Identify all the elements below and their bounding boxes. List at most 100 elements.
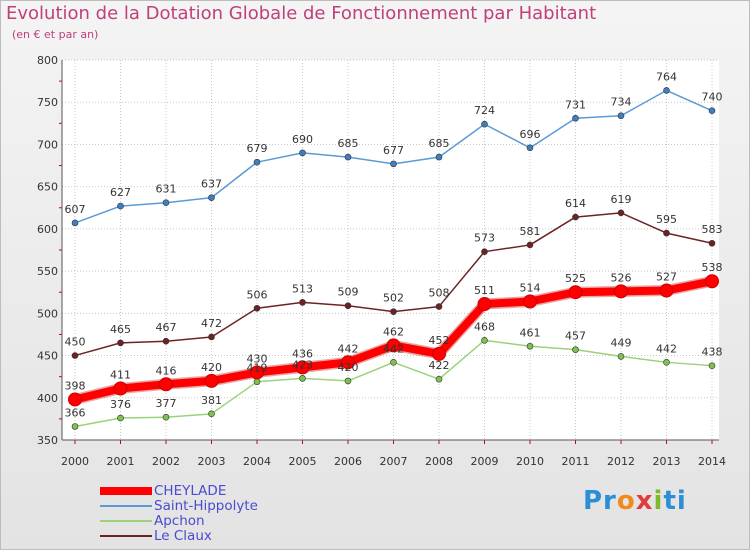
x-tick-label: 2014 (698, 455, 726, 468)
data-point-apchon (253, 378, 261, 386)
data-label-saint-hippolyte: 627 (110, 186, 131, 199)
data-point-le-claux (526, 241, 534, 249)
data-label-apchon: 366 (65, 406, 86, 419)
data-point-apchon (208, 410, 215, 418)
data-point-le-claux (435, 303, 443, 310)
x-tick-label: 2005 (289, 455, 317, 468)
data-label-cheylade: 527 (656, 271, 677, 284)
data-label-cheylade: 511 (474, 284, 495, 297)
data-point-cheylade (705, 274, 719, 289)
x-tick-label: 2010 (516, 455, 544, 468)
legend-swatch-cheylade (100, 487, 152, 495)
data-point-apchon (117, 414, 124, 422)
x-tick-label: 2001 (107, 455, 135, 468)
x-tick-label: 2004 (243, 455, 271, 468)
data-label-le-claux: 619 (611, 193, 632, 206)
data-label-le-claux: 595 (656, 213, 677, 226)
data-label-saint-hippolyte: 631 (156, 183, 177, 196)
data-label-cheylade: 430 (247, 352, 268, 365)
data-label-le-claux: 472 (201, 317, 222, 330)
y-tick-label: 700 (37, 138, 58, 151)
data-point-cheylade (477, 297, 492, 312)
data-point-le-claux (117, 339, 124, 347)
legend-label-apchon: Apchon (154, 513, 205, 529)
data-label-saint-hippolyte: 764 (656, 70, 677, 83)
data-label-apchon: 420 (338, 361, 359, 374)
data-label-cheylade: 525 (565, 272, 586, 285)
data-label-le-claux: 573 (474, 232, 495, 245)
data-label-apchon: 438 (702, 346, 723, 359)
legend-swatch-saint-hippolyte (100, 505, 152, 507)
y-tick-label: 500 (37, 307, 58, 320)
data-label-cheylade: 411 (110, 368, 131, 381)
data-label-saint-hippolyte: 690 (292, 133, 313, 146)
data-label-saint-hippolyte: 734 (611, 96, 632, 109)
data-point-apchon (390, 359, 397, 366)
data-label-saint-hippolyte: 696 (520, 128, 541, 141)
data-point-saint-hippolyte (162, 199, 170, 207)
data-label-cheylade: 420 (201, 361, 222, 374)
data-label-le-claux: 502 (383, 292, 404, 305)
data-label-le-claux: 614 (565, 197, 586, 210)
data-point-saint-hippolyte (344, 153, 352, 161)
legend-swatch-le-claux (100, 535, 152, 537)
data-label-cheylade: 462 (383, 325, 404, 338)
x-tick-label: 2007 (380, 455, 408, 468)
data-point-apchon (71, 423, 79, 430)
data-point-cheylade (614, 284, 628, 299)
data-point-apchon (162, 413, 170, 421)
data-label-cheylade: 416 (156, 364, 177, 377)
data-point-saint-hippolyte (663, 87, 670, 94)
data-label-apchon: 381 (201, 394, 222, 407)
data-label-saint-hippolyte: 677 (383, 144, 404, 157)
data-point-saint-hippolyte (390, 160, 397, 168)
data-label-apchon: 449 (611, 336, 632, 349)
data-label-cheylade: 398 (65, 379, 86, 392)
data-label-apchon: 457 (565, 330, 586, 343)
data-label-apchon: 442 (383, 342, 404, 355)
x-tick-label: 2011 (562, 455, 590, 468)
data-label-cheylade: 514 (520, 282, 541, 295)
data-label-saint-hippolyte: 724 (474, 104, 495, 117)
data-label-apchon: 468 (474, 320, 495, 333)
data-label-apchon: 419 (247, 362, 268, 375)
data-label-saint-hippolyte: 685 (338, 137, 359, 150)
data-label-le-claux: 509 (338, 286, 359, 299)
data-point-le-claux (390, 308, 397, 315)
data-label-cheylade: 538 (702, 261, 723, 274)
data-point-cheylade (341, 355, 355, 370)
data-label-apchon: 461 (520, 326, 541, 339)
proxiti-logo: Proxiti (583, 486, 687, 516)
data-point-saint-hippolyte (71, 219, 79, 227)
data-point-cheylade (68, 392, 82, 407)
data-label-saint-hippolyte: 679 (247, 142, 268, 155)
data-label-le-claux: 513 (292, 282, 313, 295)
legend-label-le-claux: Le Claux (154, 528, 212, 544)
data-label-apchon: 376 (110, 398, 131, 411)
chart-subtitle: (en € et par an) (12, 28, 99, 41)
x-tick-label: 2013 (653, 455, 681, 468)
data-point-le-claux (208, 333, 215, 341)
data-label-cheylade: 436 (292, 347, 313, 360)
legend-swatch-apchon (100, 520, 152, 522)
data-point-saint-hippolyte (708, 107, 716, 114)
data-label-le-claux: 583 (702, 223, 723, 236)
y-tick-label: 450 (37, 350, 58, 363)
data-point-saint-hippolyte (481, 120, 488, 128)
plot-area (62, 60, 719, 440)
data-label-le-claux: 465 (110, 323, 131, 336)
data-label-le-claux: 467 (156, 321, 177, 334)
data-label-le-claux: 508 (429, 287, 450, 300)
data-label-le-claux: 506 (247, 288, 268, 301)
data-point-saint-hippolyte (435, 153, 443, 161)
x-tick-label: 2006 (334, 455, 362, 468)
data-point-apchon (572, 346, 579, 353)
data-point-saint-hippolyte (253, 158, 261, 166)
data-point-apchon (617, 353, 625, 360)
data-point-saint-hippolyte (208, 194, 215, 201)
x-tick-label: 2009 (471, 455, 499, 468)
data-point-cheylade (523, 294, 537, 309)
legend-label-cheylade: CHEYLADE (154, 483, 227, 499)
data-point-le-claux (708, 239, 716, 247)
x-tick-label: 2003 (198, 455, 226, 468)
